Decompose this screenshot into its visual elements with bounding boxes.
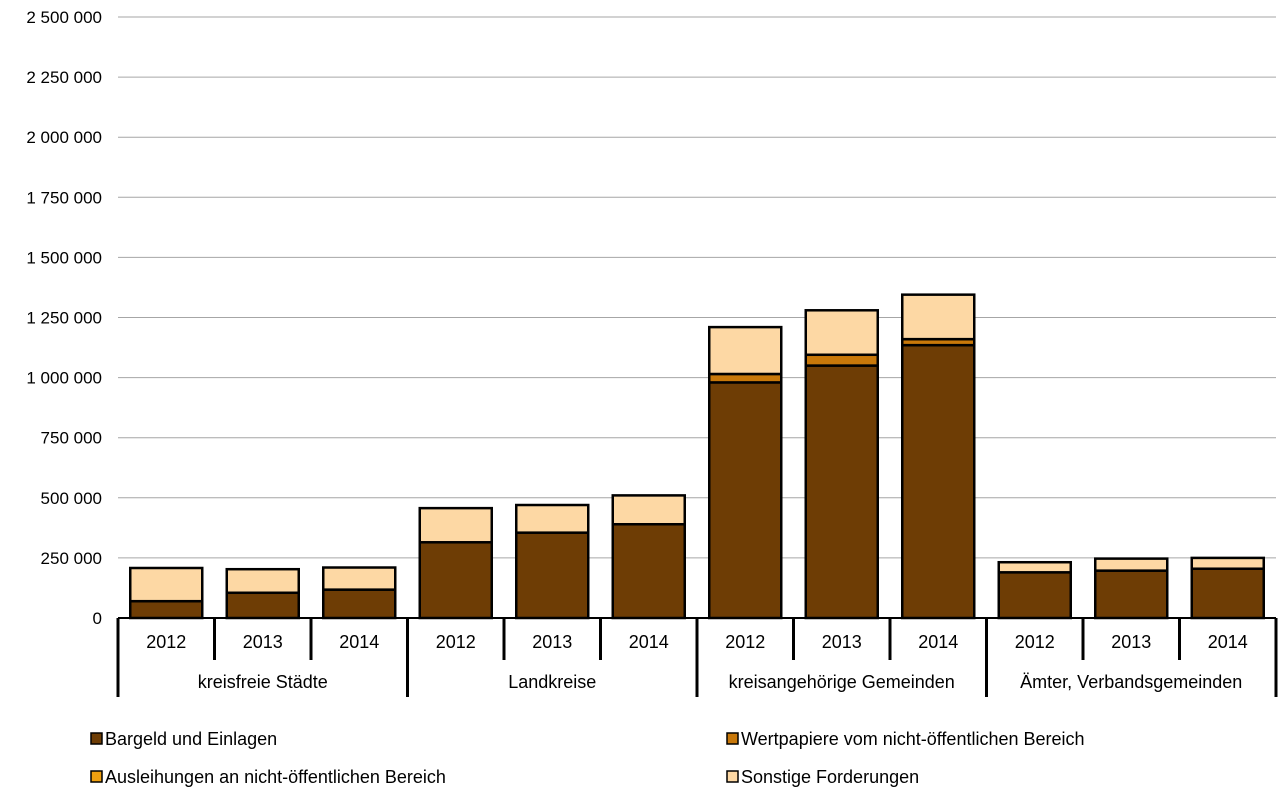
x-group-label: Landkreise (508, 672, 596, 692)
bar-segment (515, 503, 590, 534)
bar-segment (901, 343, 976, 620)
x-tick-label-year: 2012 (725, 632, 765, 652)
bar-segment (708, 325, 783, 376)
bar-segment (804, 364, 879, 620)
bar-segment (1190, 567, 1265, 620)
bar-segment (1094, 557, 1169, 572)
y-tick-label: 0 (93, 609, 102, 628)
x-tick-label-year: 2014 (918, 632, 958, 652)
x-tick-label-year: 2014 (339, 632, 379, 652)
bar-segment (418, 541, 493, 620)
bar-segment (225, 567, 300, 595)
bar-segment (515, 531, 590, 620)
y-tick-label: 2 000 000 (26, 128, 102, 147)
bar-segment (225, 591, 300, 620)
legend-label: Wertpapiere vom nicht-öffentlichen Berei… (741, 729, 1085, 749)
x-tick-label-year: 2012 (1015, 632, 1055, 652)
x-tick-label-year: 2012 (436, 632, 476, 652)
legend-swatch (90, 732, 103, 745)
bar-segment (611, 494, 686, 526)
x-tick-label-year: 2014 (1208, 632, 1248, 652)
y-tick-label: 1 750 000 (26, 188, 102, 207)
x-tick-label-year: 2013 (822, 632, 862, 652)
bar-segment (804, 309, 879, 357)
y-tick-label: 1 250 000 (26, 309, 102, 328)
x-group-label: kreisfreie Städte (198, 672, 328, 692)
legend-label: Bargeld und Einlagen (105, 729, 277, 749)
bar-segment (997, 560, 1072, 574)
y-tick-label: 1 000 000 (26, 369, 102, 388)
x-tick-label-year: 2014 (629, 632, 669, 652)
legend-label: Sonstige Forderungen (741, 767, 919, 787)
x-tick-label-year: 2012 (146, 632, 186, 652)
x-tick-label-year: 2013 (243, 632, 283, 652)
bar-segment (1094, 569, 1169, 620)
bar-segment (322, 588, 397, 620)
legend-label: Ausleihungen an nicht-öffentlichen Berei… (105, 767, 446, 787)
bar-segment (708, 372, 783, 384)
bar-segment (418, 506, 493, 544)
bar-segment (611, 522, 686, 620)
x-tick-label-year: 2013 (1111, 632, 1151, 652)
bar-segment (322, 566, 397, 591)
legend-swatch (726, 770, 739, 783)
x-group-label: kreisangehörige Gemeinden (729, 672, 955, 692)
y-tick-label: 1 500 000 (26, 248, 102, 267)
legend-swatch (726, 732, 739, 745)
bar-segment (1190, 556, 1265, 570)
y-tick-label: 2 250 000 (26, 68, 102, 87)
legend-swatch (90, 770, 103, 783)
bar-segment (804, 353, 879, 367)
bar-segment (129, 599, 204, 620)
y-tick-label: 750 000 (41, 429, 102, 448)
x-tick-label-year: 2013 (532, 632, 572, 652)
bar-segment (129, 566, 204, 603)
y-tick-label: 250 000 (41, 549, 102, 568)
x-group-label: Ämter, Verbandsgemeinden (1020, 672, 1242, 692)
bar-segment (901, 293, 976, 341)
bar-segment (708, 381, 783, 620)
y-tick-label: 500 000 (41, 489, 102, 508)
bar-segment (997, 571, 1072, 620)
y-tick-label: 2 500 000 (26, 8, 102, 27)
